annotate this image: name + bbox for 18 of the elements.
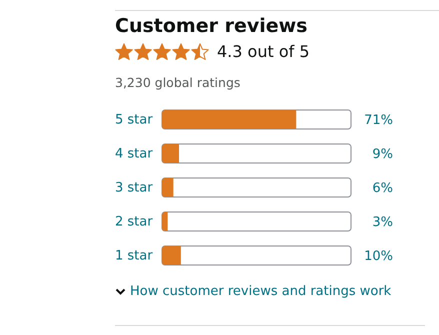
text: 3,230 global ratings [115,75,240,90]
bar [162,212,168,231]
chart-title: Customer reviews [115,15,308,37]
bar [162,246,181,265]
data-label: 3% [372,215,393,230]
y-tick-label: 3 star [115,180,154,196]
data-label: 9% [372,147,393,162]
text: How customer reviews and ratings work [130,284,392,299]
bar [162,178,174,197]
y-tick-label: 1 star [115,248,154,264]
chart-subtitle: 4.3 out of 5 [217,42,310,61]
y-tick-label: 5 star [115,112,154,128]
bar [162,144,180,163]
y-tick-label: 2 star [115,214,154,230]
data-label: 71% [364,113,393,128]
y-tick-label: 4 star [115,146,154,162]
data-label: 6% [372,181,393,196]
data-label: 10% [364,249,393,264]
